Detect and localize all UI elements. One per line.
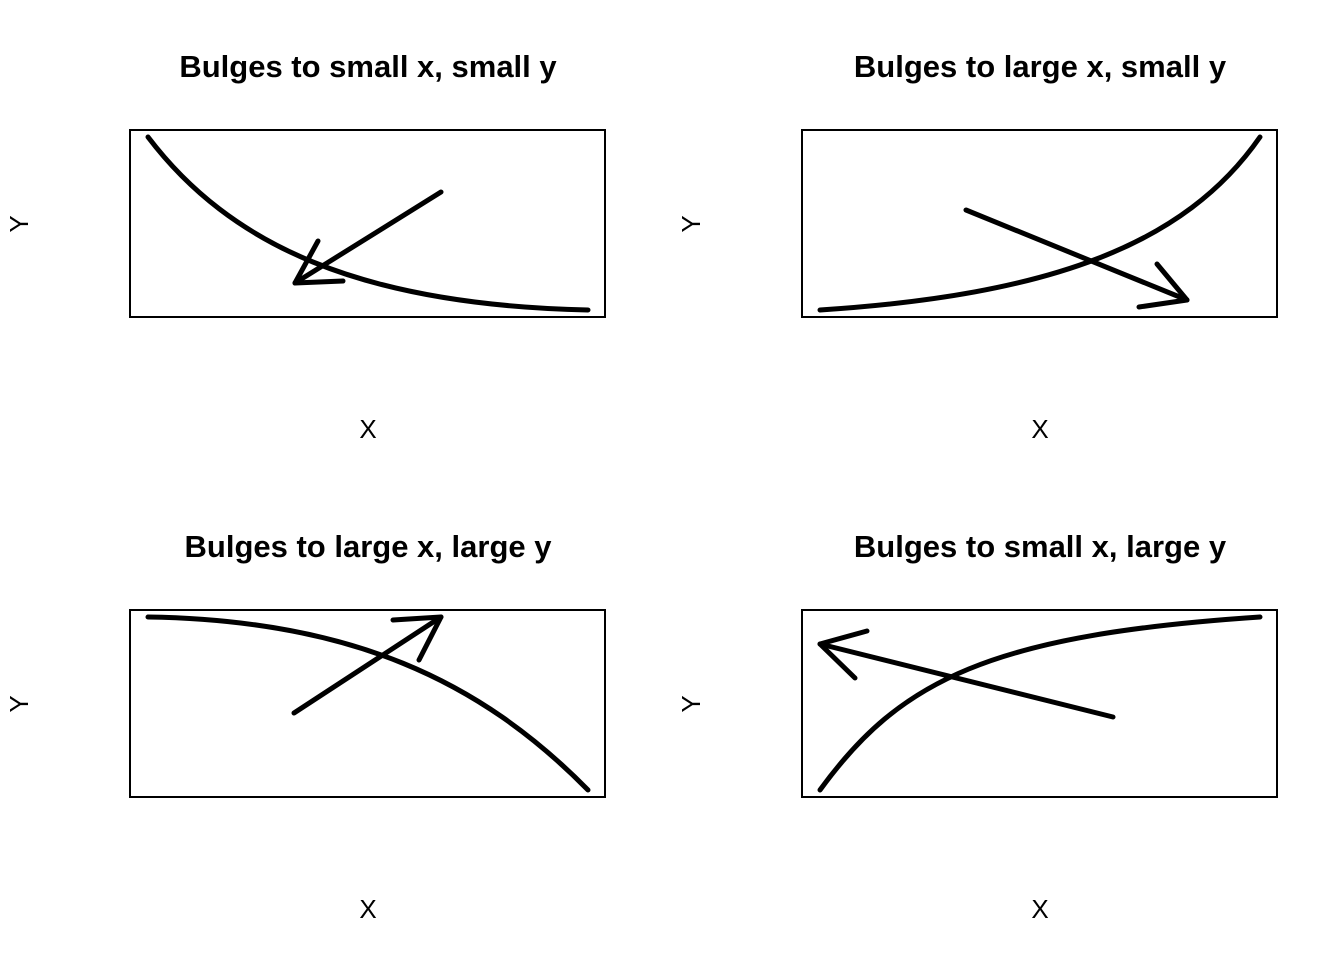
arrow-shaft (817, 641, 1116, 720)
x-axis-label: X (1031, 414, 1048, 444)
panel-title: Bulges to small x, small y (179, 49, 557, 84)
x-axis-label: X (1031, 894, 1048, 924)
arrow-shaft (963, 207, 1190, 303)
y-axis-label: Y (676, 215, 706, 232)
panel-small-x-large-y: Bulges to small x, large y X Y (676, 529, 1278, 924)
bulge-curve (817, 614, 1263, 793)
plot-frame (801, 609, 1278, 798)
plot-frame (129, 609, 606, 798)
bulge-curve (817, 134, 1263, 313)
arrow-shaft (292, 189, 444, 286)
arrow-head (817, 628, 870, 681)
arrow-head (390, 614, 444, 663)
arrow-head (292, 238, 346, 286)
y-axis-label: Y (676, 695, 706, 712)
y-axis-label: Y (4, 215, 34, 232)
panel-title: Bulges to large x, large y (185, 529, 553, 564)
panel-large-x-small-y: Bulges to large x, small y X Y (676, 49, 1278, 444)
bulge-curve (145, 614, 591, 793)
x-axis-label: X (359, 894, 376, 924)
arrow-shaft (291, 614, 444, 716)
panel-large-x-large-y: Bulges to large x, large y X Y (4, 529, 606, 924)
plot-frame (801, 129, 1278, 318)
arrow-head (1136, 261, 1190, 310)
plot-frame (129, 129, 606, 318)
y-axis-label: Y (4, 695, 34, 712)
panel-title: Bulges to large x, small y (854, 49, 1227, 84)
x-axis-label: X (359, 414, 376, 444)
bulge-curve (145, 134, 591, 313)
panel-small-x-small-y: Bulges to small x, small y X Y (4, 49, 606, 444)
panel-title: Bulges to small x, large y (854, 529, 1227, 564)
